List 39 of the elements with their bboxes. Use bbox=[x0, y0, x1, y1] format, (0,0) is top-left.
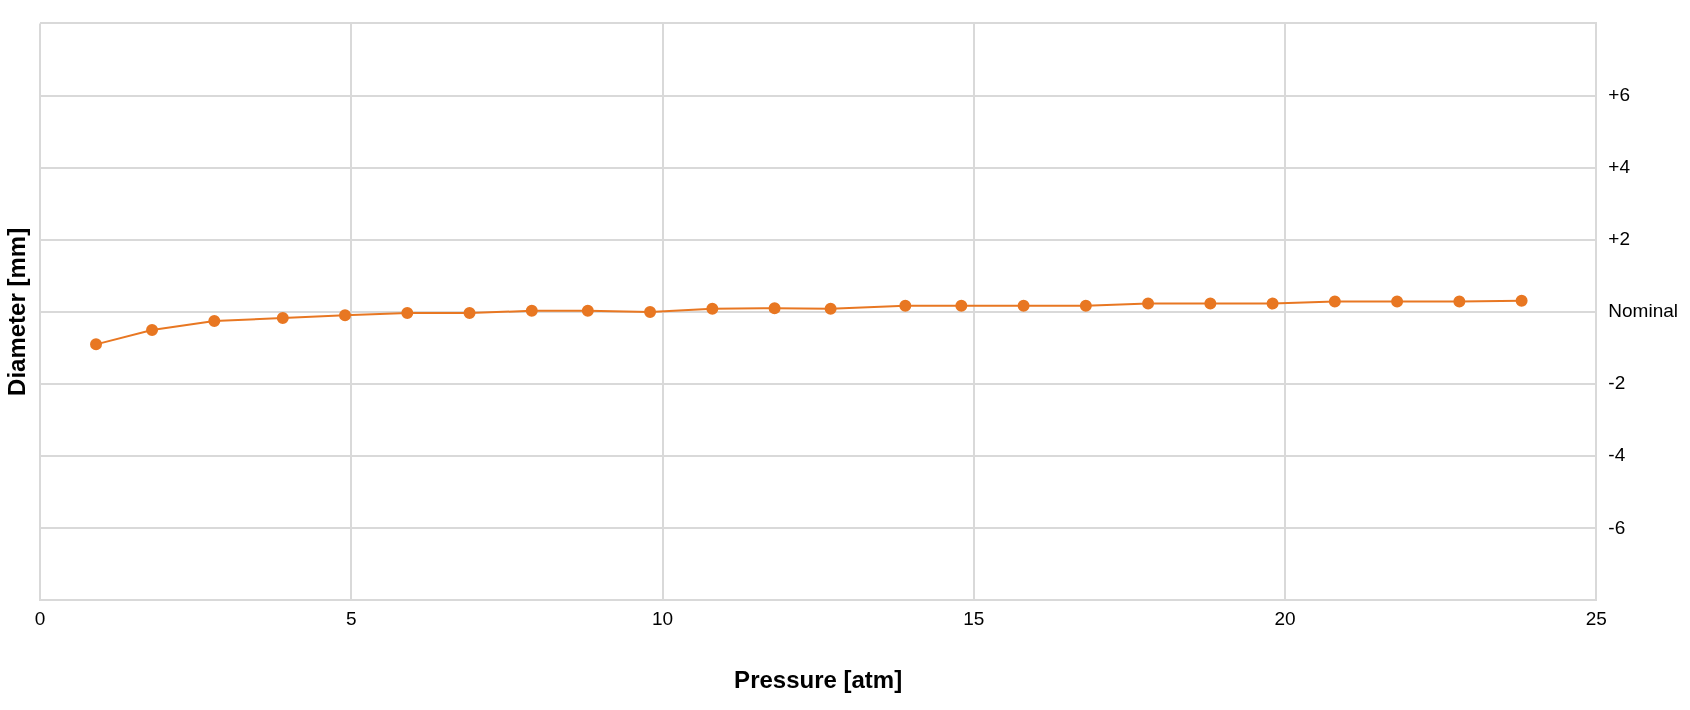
point bbox=[208, 314, 221, 327]
point bbox=[401, 306, 414, 319]
point bbox=[1391, 295, 1404, 308]
point bbox=[899, 299, 912, 312]
x-axis-title: Pressure [atm] bbox=[734, 666, 903, 694]
y-tick-label: +6 bbox=[1608, 83, 1630, 105]
point bbox=[1515, 294, 1528, 307]
point bbox=[706, 302, 719, 315]
point bbox=[1328, 295, 1341, 308]
point bbox=[768, 302, 781, 315]
point bbox=[276, 312, 289, 325]
x-tick-label: 25 bbox=[1585, 608, 1607, 630]
point bbox=[1142, 297, 1155, 310]
x-tick-label: 0 bbox=[34, 608, 46, 630]
point bbox=[955, 299, 968, 312]
point bbox=[644, 305, 657, 318]
point bbox=[339, 309, 352, 322]
point bbox=[581, 304, 594, 317]
y-tick-label: +4 bbox=[1608, 155, 1631, 177]
point bbox=[1079, 299, 1092, 312]
y-tick-label: -2 bbox=[1608, 372, 1626, 394]
point bbox=[146, 323, 159, 336]
x-tick-label: 10 bbox=[651, 608, 674, 630]
point bbox=[90, 338, 103, 351]
x-tick-label: 5 bbox=[345, 608, 357, 630]
point bbox=[1266, 297, 1279, 310]
y-axis-title: Diameter [mm] bbox=[2, 227, 30, 396]
y-tick-label: +2 bbox=[1608, 228, 1630, 250]
y-tick-label: Nominal bbox=[1608, 300, 1679, 322]
point bbox=[463, 306, 476, 319]
x-tick-label: 15 bbox=[963, 608, 985, 630]
y-tick-label: -6 bbox=[1608, 516, 1626, 538]
point bbox=[1453, 295, 1466, 308]
y-tick-label: -4 bbox=[1608, 444, 1626, 466]
point bbox=[824, 302, 837, 315]
point bbox=[1204, 297, 1217, 310]
x-tick-label: 20 bbox=[1274, 608, 1296, 630]
point bbox=[525, 304, 538, 317]
point bbox=[1017, 299, 1030, 312]
